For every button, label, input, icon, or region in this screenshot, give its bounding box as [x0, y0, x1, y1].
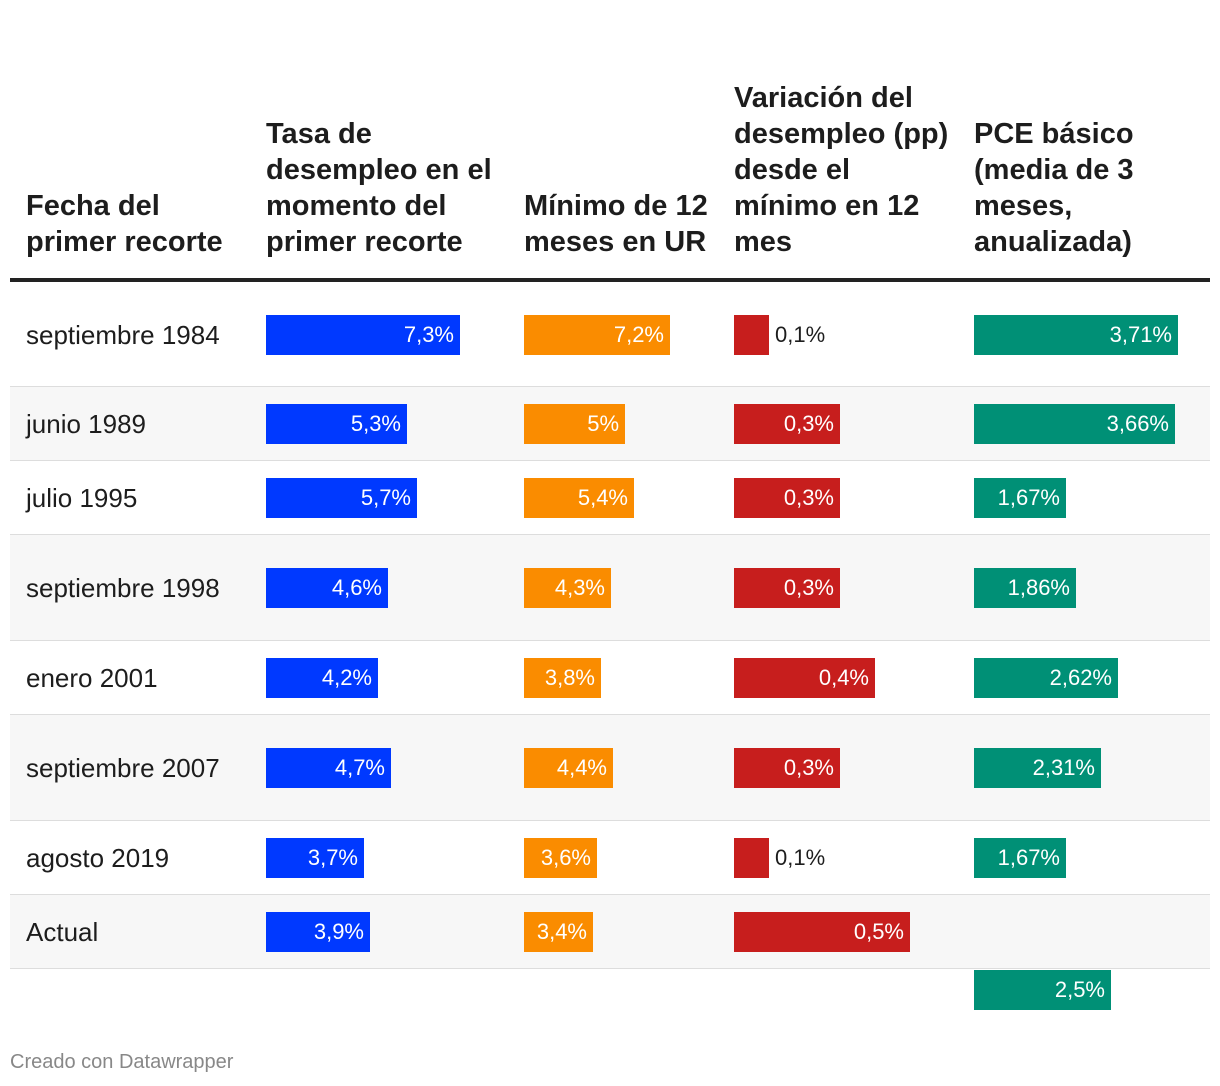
table-row: [10, 895, 1210, 969]
bar-value-label: 2,31%: [1032, 755, 1095, 780]
bar-value-label: 3,4%: [536, 919, 587, 944]
pce-bar: [974, 658, 1118, 698]
header-date: Fecha del primer recorte: [26, 190, 223, 258]
change-bar: [734, 748, 840, 788]
pce-bar: [974, 568, 1076, 608]
row-date: Actual: [26, 917, 99, 947]
bar-value-label: 0,1%: [775, 845, 826, 870]
row-date: enero 2001: [26, 663, 158, 693]
change-bar: [734, 658, 875, 698]
bar-value-label: 0,3%: [783, 485, 834, 510]
pce-bar: [974, 748, 1101, 788]
bar-value-label: 3,6%: [540, 845, 591, 870]
row-date: julio 1995: [26, 483, 138, 513]
bar-value-label: 0,3%: [783, 755, 834, 780]
bar-value-label: 3,71%: [1109, 321, 1172, 347]
unemployment-bar: [266, 314, 460, 355]
header-core-pce: PCE básico (media de 3 meses, anualizada…: [974, 118, 1134, 258]
low-bar: [524, 314, 670, 355]
bar-value-label: 3,66%: [1106, 411, 1169, 436]
bar-value-label: 4,7%: [334, 755, 385, 780]
change-bar: [734, 912, 910, 952]
bar-value-label: 7,2%: [613, 321, 664, 347]
low-bar: [524, 658, 601, 698]
change-bar: [734, 314, 769, 355]
bar-value-label: 2,5%: [1054, 977, 1105, 1002]
low-bar: [524, 478, 634, 518]
unemployment-bar: [266, 838, 364, 878]
bar-value-label: 1,67%: [997, 845, 1060, 870]
pce-bar: [974, 404, 1175, 444]
low-bar: [524, 838, 597, 878]
bar-value-label: 5,4%: [577, 485, 628, 510]
bar-value-label: 5%: [587, 411, 619, 436]
unemployment-bar: [266, 404, 407, 444]
change-bar: [734, 404, 840, 444]
pce-bar: [974, 970, 1111, 1010]
bar-value-label: 0,5%: [853, 919, 904, 944]
header-unemployment-rate: Tasa de desempleo en el momento del prim…: [266, 118, 492, 258]
header-divider: [10, 278, 1210, 282]
bar-value-label: 4,3%: [554, 575, 605, 600]
row-date: agosto 2019: [26, 843, 170, 873]
table-row: [10, 641, 1210, 715]
change-bar: [734, 478, 840, 518]
header-12-month-low: Mínimo de 12 meses en UR: [524, 190, 708, 258]
bar-value-label: 0,1%: [775, 321, 826, 347]
footer-credit: Creado con Datawrapper: [10, 1051, 234, 1073]
unemployment-bar: [266, 478, 417, 518]
bar-value-label: 3,9%: [313, 919, 364, 944]
unemployment-bar: [266, 658, 378, 698]
header-unemployment-change: Variación del desempleo (pp) desde el mí…: [734, 82, 949, 258]
bar-value-label: 4,2%: [321, 665, 372, 690]
bar-value-label: 7,3%: [403, 321, 454, 347]
bar-value-label: 0,3%: [783, 575, 834, 600]
low-bar: [524, 568, 611, 608]
bar-value-label: 4,6%: [331, 575, 382, 600]
table-row: [10, 282, 1210, 387]
low-bar: [524, 912, 593, 952]
bar-value-label: 3,8%: [544, 665, 595, 690]
bar-value-label: 1,67%: [997, 485, 1060, 510]
row-date: septiembre 2007: [26, 753, 220, 783]
bar-value-label: 0,3%: [783, 411, 834, 436]
bar-value-label: 5,7%: [360, 485, 411, 510]
change-bar: [734, 838, 769, 878]
row-date: junio 1989: [26, 409, 146, 439]
change-bar: [734, 568, 840, 608]
bar-value-label: 5,3%: [350, 411, 401, 436]
pce-bar: [974, 478, 1066, 518]
bar-value-label: 4,4%: [556, 755, 607, 780]
table-row: [10, 461, 1210, 535]
unemployment-bar: [266, 912, 370, 952]
pce-bar: [974, 314, 1178, 355]
row-date: septiembre 1984: [26, 319, 220, 350]
bar-value-label: 3,7%: [307, 845, 358, 870]
bar-value-label: 0,4%: [818, 665, 869, 690]
unemployment-bar: [266, 748, 391, 788]
bar-value-label: 1,86%: [1007, 575, 1070, 600]
unemployment-bar: [266, 568, 388, 608]
low-bar: [524, 404, 625, 444]
low-bar: [524, 748, 613, 788]
row-date: septiembre 1998: [26, 573, 220, 603]
table-row: [10, 821, 1210, 895]
pce-bar: [974, 838, 1066, 878]
bar-value-label: 2,62%: [1049, 665, 1112, 690]
